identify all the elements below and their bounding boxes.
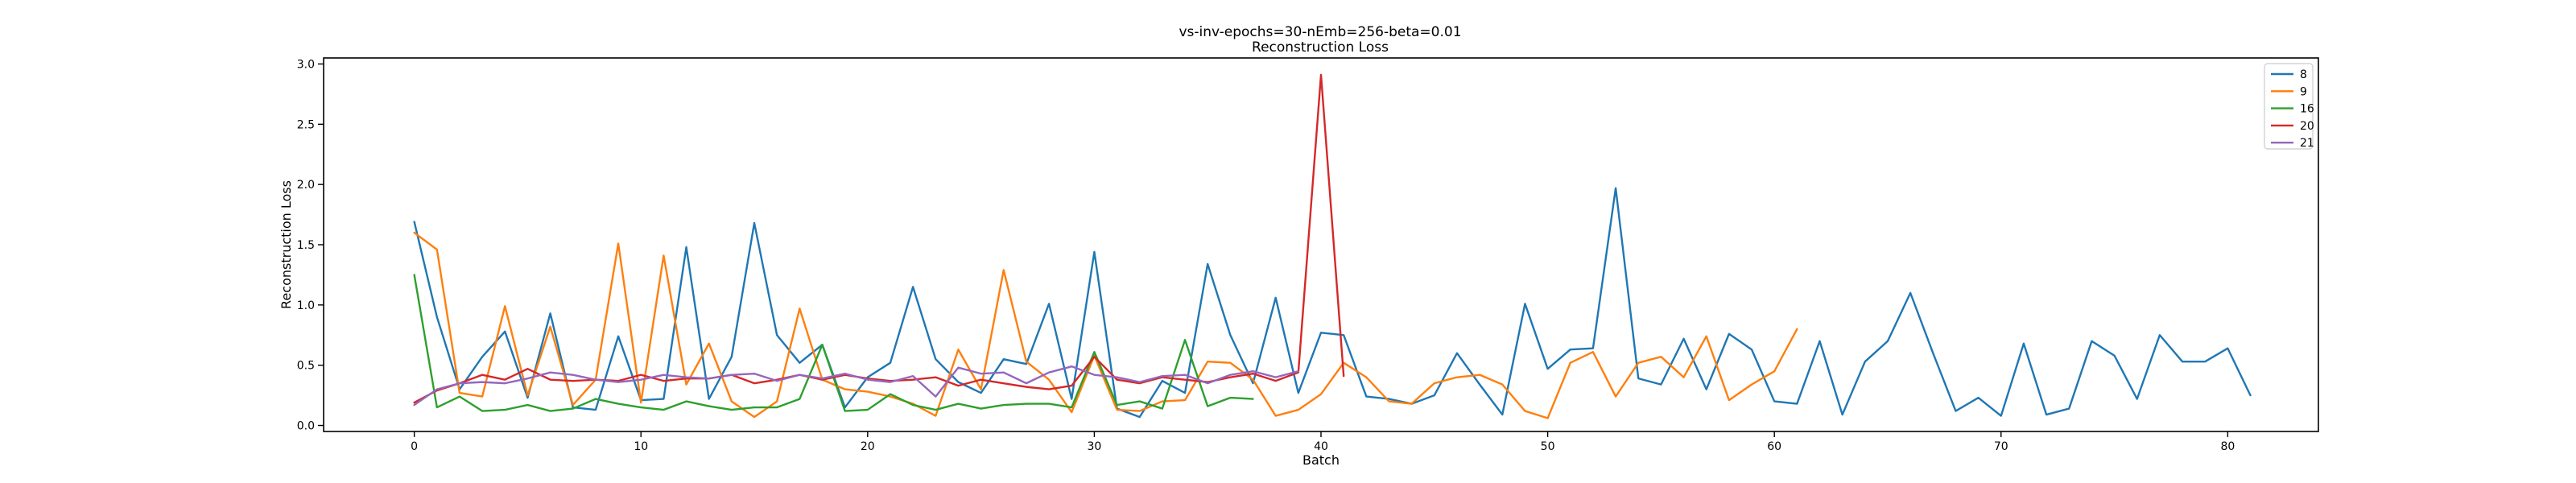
chart-subtitle: Reconstruction Loss [1252, 39, 1389, 56]
x-tick-label: 60 [1767, 440, 1781, 453]
y-tick-label: 2.0 [297, 179, 315, 192]
x-tick-label: 50 [1541, 440, 1555, 453]
chart-title: vs-inv-epochs=30-nEmb=256-beta=0.01 [1179, 24, 1461, 40]
series-line-21 [413, 365, 1300, 407]
legend-box [2264, 63, 2314, 150]
y-tick-label: 3.0 [297, 58, 315, 71]
plot-area [413, 73, 2252, 419]
y-tick-label: 0.5 [297, 360, 315, 373]
legend: 8 9 16 20 21 [2264, 63, 2314, 150]
series-line-20 [413, 73, 1345, 404]
x-axis: 0 10 20 30 40 50 60 70 80 [411, 431, 2235, 453]
x-tick-label: 30 [1087, 440, 1101, 453]
series-line-16 [413, 274, 1254, 412]
y-tick-label: 1.0 [297, 299, 315, 312]
legend-label-8: 8 [2300, 68, 2307, 81]
x-tick-label: 40 [1314, 440, 1328, 453]
y-tick-label: 2.5 [297, 118, 315, 131]
x-axis-label: Batch [1302, 452, 1340, 468]
plot-frame [323, 57, 2319, 432]
legend-label-21: 21 [2300, 137, 2314, 150]
y-axis: 0.0 0.5 1.0 1.5 2.0 2.5 3.0 [297, 58, 324, 433]
legend-label-20: 20 [2300, 120, 2314, 133]
legend-label-16: 16 [2300, 103, 2314, 116]
legend-label-9: 9 [2300, 85, 2307, 98]
y-axis-label: Reconstruction Loss [279, 180, 294, 309]
y-tick-label: 1.5 [297, 239, 315, 252]
series-line-8 [413, 187, 2252, 419]
x-tick-label: 20 [861, 440, 875, 453]
x-tick-label: 10 [634, 440, 648, 453]
x-tick-label: 70 [1994, 440, 2008, 453]
x-tick-label: 0 [411, 440, 418, 453]
x-tick-label: 80 [2220, 440, 2235, 453]
y-tick-label: 0.0 [297, 420, 315, 433]
